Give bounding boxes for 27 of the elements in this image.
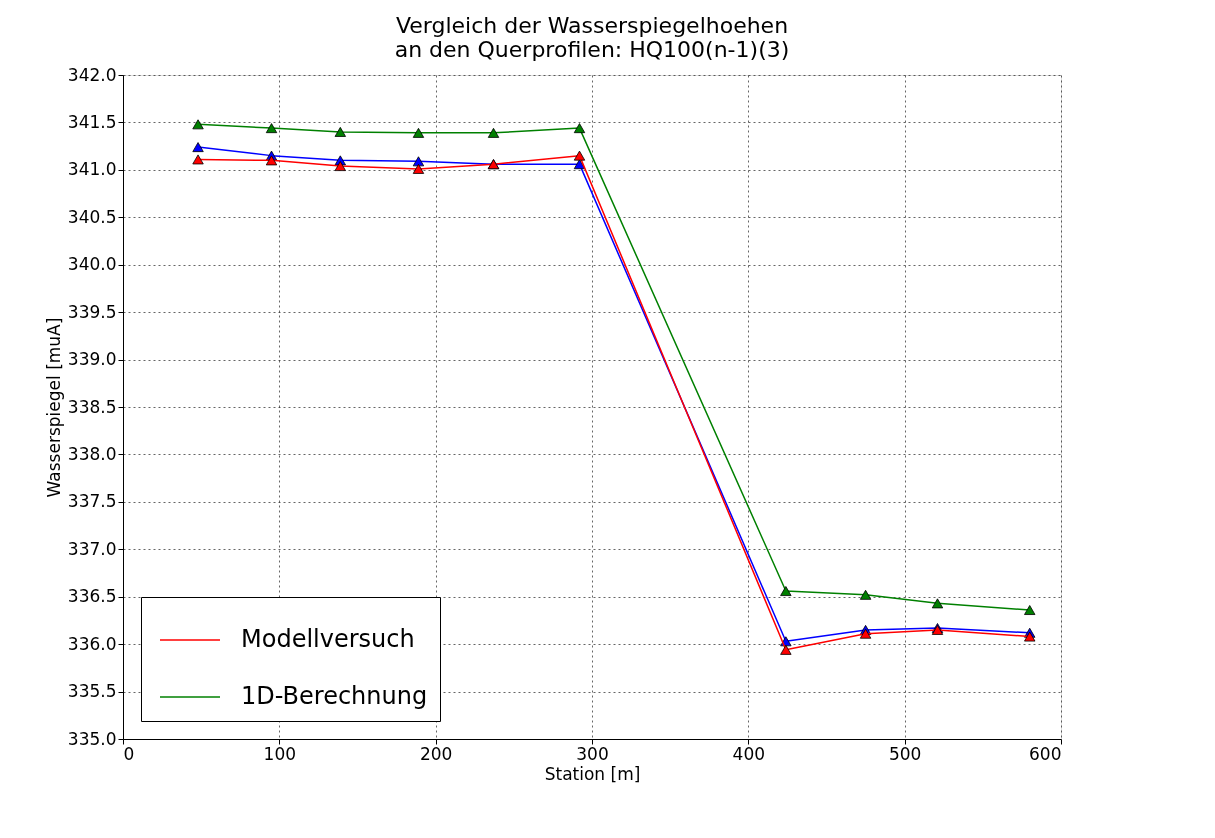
x-tick-label: 100 (263, 743, 297, 764)
y-tick-label: 341.5 (67, 111, 117, 132)
y-tick-label: 337.0 (67, 538, 117, 559)
chart-title: Vergleich der Wasserspiegelhoehen an den Querprofilen: HQ100(n-1)(3) (394, 13, 790, 62)
y-axis-title: Wasserspiegel [muA] (43, 317, 64, 498)
y-tick-label: 341.0 (67, 159, 117, 180)
x-tick-label: 600 (1029, 743, 1062, 764)
y-tick-label: 339.0 (67, 349, 117, 370)
x-tick-label: 400 (732, 743, 766, 764)
y-tick-label: 335.0 (67, 728, 117, 749)
y-tick-label: 340.5 (67, 206, 117, 227)
legend-label: Modellversuch (241, 625, 415, 653)
y-tick-label: 339.5 (67, 301, 117, 322)
y-tick-label: 338.5 (67, 396, 117, 417)
x-tick-label: 300 (576, 743, 609, 764)
x-axis-title: Station [m] (544, 763, 641, 784)
x-tick-label: 500 (888, 743, 922, 764)
legend-label: 1D-Berechnung (241, 682, 428, 710)
y-tick-label: 342.0 (67, 64, 117, 85)
y-tick-label: 335.5 (67, 681, 117, 702)
y-tick-label: 340.0 (67, 254, 117, 275)
y-tick-label: 337.5 (67, 491, 117, 512)
y-tick-label: 336.0 (67, 633, 117, 654)
y-tick-label: 338.0 (67, 443, 117, 464)
y-tick-label: 336.5 (67, 586, 117, 607)
x-tick-label: 0 (123, 743, 135, 764)
x-tick-label: 200 (419, 743, 453, 764)
